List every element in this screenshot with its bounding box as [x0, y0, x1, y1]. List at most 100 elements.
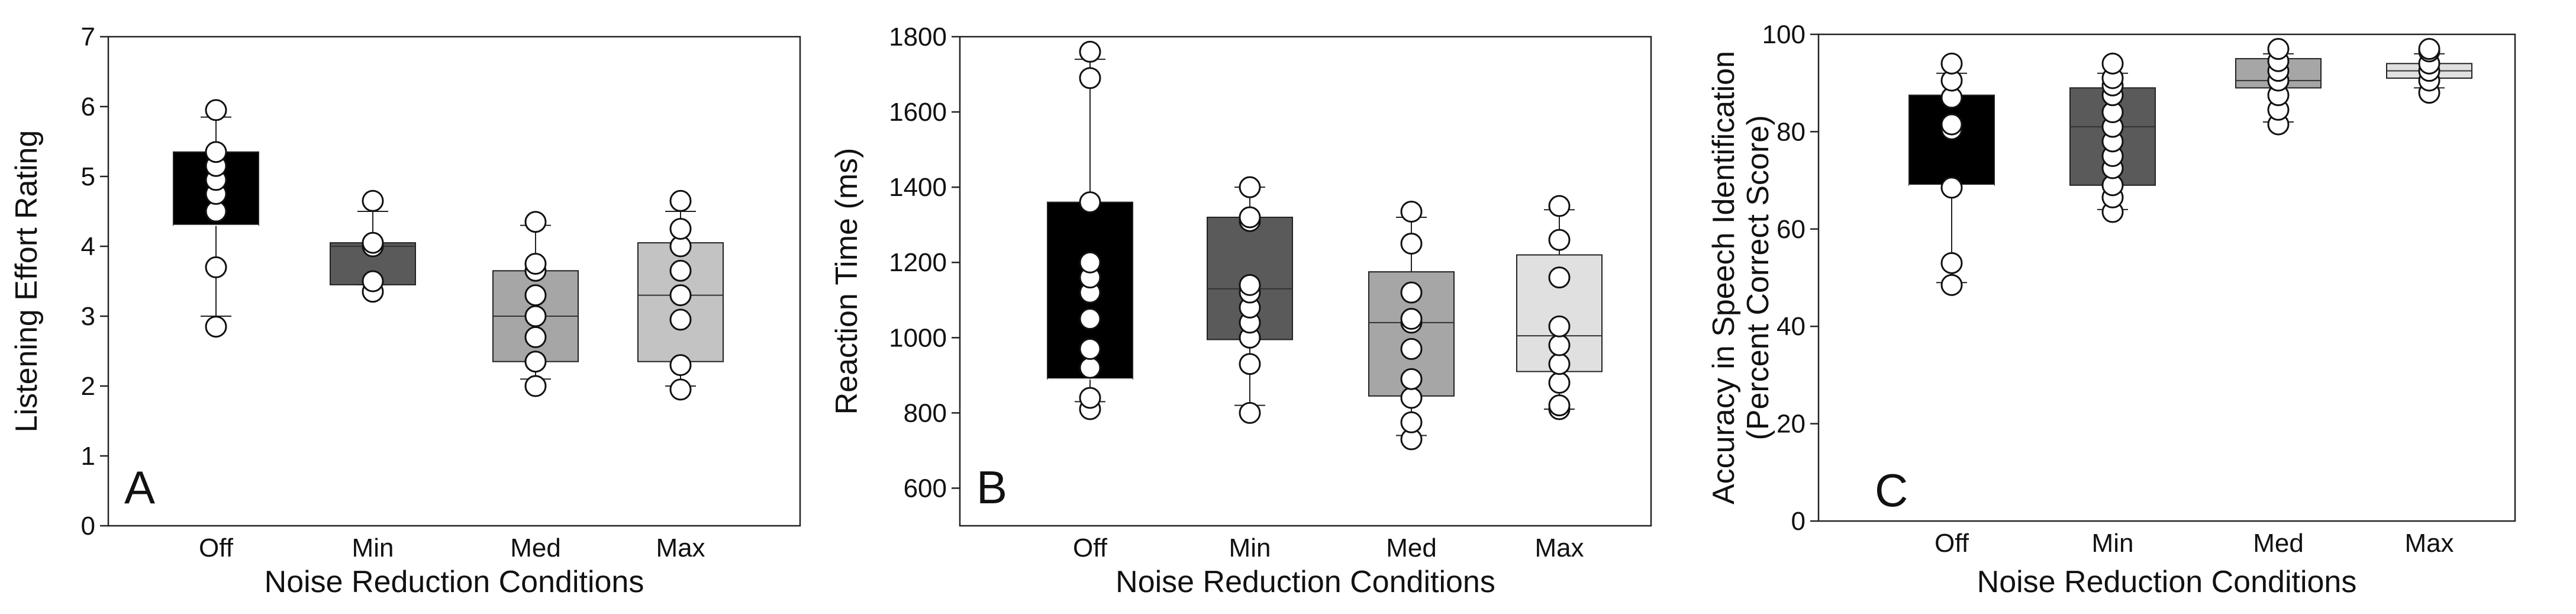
- data-point: [1239, 401, 1261, 424]
- data-point: [1239, 176, 1261, 198]
- x-tick-label: Med: [1386, 533, 1437, 562]
- y-tick-label: 0: [81, 512, 95, 541]
- y-tick-label: 60: [1777, 215, 1806, 244]
- y-tick-label: 800: [904, 398, 947, 427]
- data-point: [669, 378, 692, 401]
- data-point: [669, 218, 692, 240]
- data-point: [1400, 308, 1423, 330]
- data-point: [1239, 206, 1261, 229]
- y-tick-label: 1000: [889, 323, 947, 352]
- y-tick-label: 0: [1791, 507, 1806, 536]
- y-tick-label: 2: [81, 372, 95, 401]
- data-point: [1548, 229, 1571, 251]
- box-max: [637, 189, 724, 401]
- box-max: [1516, 195, 1603, 420]
- panel-letter: A: [124, 461, 155, 513]
- box-min: [2069, 52, 2156, 223]
- box-off: [1908, 52, 1995, 296]
- data-point: [362, 189, 384, 212]
- y-tick-label: 100: [1762, 20, 1806, 49]
- data-point: [669, 259, 692, 282]
- data-point: [2418, 38, 2440, 60]
- panel-letter: B: [976, 461, 1007, 513]
- data-point: [524, 326, 547, 348]
- data-point: [1079, 191, 1101, 214]
- panel-a: 0 1 2 3 4 5 6 7 Listening Effort Rating Noise Red…: [9, 22, 801, 599]
- panel-b: 600 800 1000 1200 1400 1600 1800 Reaction Time …: [830, 22, 1652, 599]
- data-point: [1940, 176, 1963, 199]
- y-tick-label: 3: [81, 302, 95, 331]
- x-axis-title: Noise Reduction Conditions: [1115, 565, 1495, 599]
- data-point: [669, 284, 692, 307]
- data-point: [1400, 200, 1423, 223]
- x-tick-label: Med: [2253, 529, 2304, 558]
- data-point: [362, 232, 384, 254]
- box-max: [2386, 38, 2472, 104]
- data-point: [1400, 387, 1423, 409]
- data-point: [1940, 252, 1963, 274]
- y-tick-label: 1800: [889, 22, 947, 52]
- data-point: [1548, 334, 1571, 356]
- data-point: [1400, 368, 1423, 390]
- data-point: [1079, 308, 1101, 330]
- x-tick-label: Off: [199, 533, 234, 562]
- panel-c: 0 20 40 60 80 100 Accuracy in Speech Identific…: [1707, 20, 2516, 599]
- x-tick-label: Med: [510, 533, 561, 562]
- data-point: [524, 305, 547, 327]
- box-min: [1207, 176, 1293, 424]
- data-point: [1400, 411, 1423, 433]
- data-point: [1079, 337, 1101, 360]
- data-point: [524, 375, 547, 397]
- x-tick-label: Min: [352, 533, 394, 562]
- x-tick-label: Off: [1073, 533, 1108, 562]
- data-point: [669, 308, 692, 331]
- data-point: [1079, 356, 1101, 379]
- data-point: [1079, 40, 1101, 63]
- data-point: [205, 141, 227, 163]
- y-tick-label: 20: [1777, 410, 1806, 439]
- data-point: [524, 351, 547, 373]
- y-tick-label: 6: [81, 92, 95, 121]
- data-point: [669, 354, 692, 377]
- data-point: [1239, 274, 1261, 296]
- y-tick-label: 1200: [889, 248, 947, 277]
- data-point: [205, 99, 227, 121]
- y-tick-label: 40: [1777, 312, 1806, 341]
- data-point: [1940, 52, 1963, 75]
- y-tick-label: 4: [81, 232, 95, 261]
- x-axis-title: Noise Reduction Conditions: [265, 565, 644, 599]
- box-med: [2235, 38, 2322, 136]
- data-point: [524, 253, 547, 275]
- y-axis-title: Reaction Time (ms): [830, 148, 864, 415]
- y-axis-title: Listening Effort Rating: [9, 130, 44, 433]
- plot-frame: [107, 36, 801, 527]
- x-axis-title: Noise Reduction Conditions: [1977, 565, 2357, 599]
- plot-frame: [1817, 33, 2516, 522]
- data-point: [524, 211, 547, 233]
- data-point: [1548, 372, 1571, 394]
- x-tick-label: Min: [1229, 533, 1271, 562]
- y-axis-title: (Percent Correct Score): [1741, 115, 1775, 440]
- box-min: [330, 189, 416, 303]
- data-point: [524, 284, 547, 307]
- data-point: [1548, 353, 1571, 375]
- box-off: [1047, 40, 1133, 420]
- panel-letter: C: [1875, 464, 1908, 516]
- data-point: [1548, 266, 1571, 289]
- data-point: [1239, 353, 1261, 375]
- y-tick-label: 1600: [889, 98, 947, 127]
- x-tick-label: Max: [1534, 533, 1584, 562]
- x-tick-label: Min: [2092, 529, 2134, 558]
- y-tick-label: 600: [904, 474, 947, 503]
- data-point: [205, 256, 227, 278]
- data-point: [2267, 38, 2290, 60]
- data-point: [362, 270, 384, 292]
- plot-frame: [959, 36, 1652, 527]
- data-point: [669, 189, 692, 212]
- box-med: [492, 211, 579, 397]
- x-tick-label: Off: [1935, 529, 1969, 558]
- data-point: [1940, 113, 1963, 136]
- box-med: [1368, 200, 1455, 451]
- y-tick-label: 5: [81, 162, 95, 191]
